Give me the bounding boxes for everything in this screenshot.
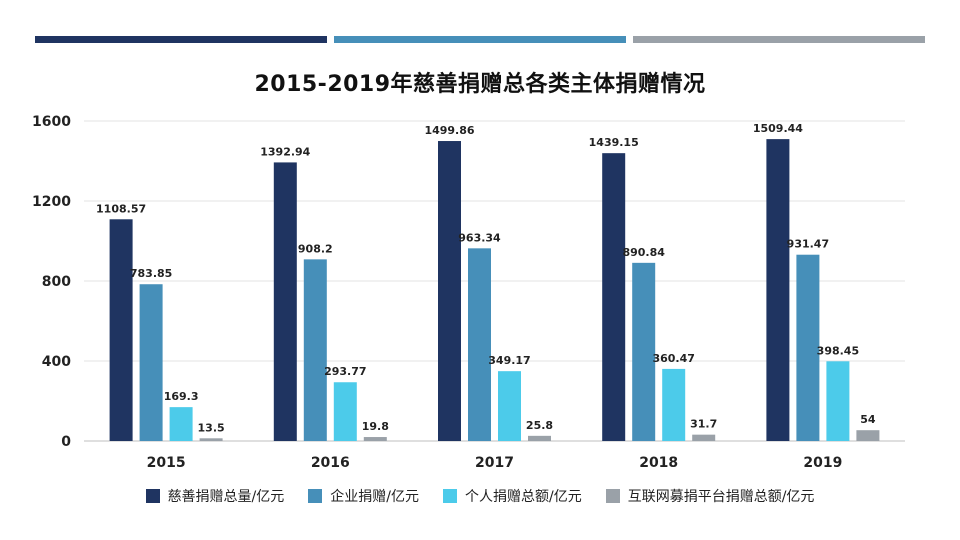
legend-item: 企业捐赠/亿元 [308, 486, 419, 506]
bar [303, 259, 327, 441]
chart-title: 2015-2019年慈善捐赠总各类主体捐赠情况 [254, 72, 706, 97]
bar [856, 430, 880, 441]
bar [169, 407, 193, 441]
decor-bar-blue [334, 36, 626, 43]
bar [528, 435, 551, 441]
data-label: 1499.86 [424, 124, 474, 137]
x-tick-label: 2016 [311, 455, 350, 471]
x-tick-label: 2019 [803, 455, 842, 471]
data-label: 890.84 [622, 246, 665, 259]
bar [199, 438, 223, 441]
bar [826, 361, 850, 441]
data-label: 31.7 [690, 418, 717, 431]
x-tick-label: 2017 [475, 455, 514, 471]
data-label: 1509.44 [753, 122, 803, 135]
bar [692, 434, 716, 441]
legend-label: 企业捐赠/亿元 [330, 489, 419, 505]
bar [796, 254, 820, 441]
x-tick-label: 2015 [147, 455, 186, 471]
bar [438, 141, 461, 441]
legend-swatch [145, 489, 160, 503]
data-label: 54 [860, 413, 876, 426]
data-label: 1108.57 [96, 202, 146, 215]
bar-chart: 0 400 800 1200 1600 1108.57 783.85 169.3 13.5 201… [32, 114, 905, 471]
data-label: 398.45 [817, 344, 859, 357]
data-label: 169.3 [164, 390, 199, 403]
data-label: 783.85 [130, 267, 172, 280]
bar [632, 262, 656, 441]
legend-swatch [605, 489, 620, 503]
x-tick-label: 2018 [639, 455, 678, 471]
decor-bar-gray [633, 36, 925, 43]
legend-item: 互联网募捐平台捐赠总额/亿元 [605, 486, 815, 506]
bar [662, 368, 686, 441]
data-label: 13.5 [198, 421, 225, 434]
data-label: 293.77 [324, 365, 366, 378]
bar [363, 437, 387, 441]
y-tick-label: 800 [42, 274, 71, 290]
bar [139, 284, 163, 441]
legend-label: 个人捐赠总额/亿元 [465, 489, 582, 505]
bar [109, 219, 133, 441]
bar [468, 248, 491, 441]
bar [498, 371, 521, 441]
y-tick-label: 0 [61, 434, 71, 450]
data-label: 25.8 [526, 419, 553, 432]
legend-swatch [443, 489, 457, 503]
data-label: 931.47 [787, 238, 829, 251]
bar [273, 162, 297, 442]
data-label: 1439.15 [589, 136, 639, 149]
decor-bar-navy [35, 36, 327, 43]
chart-legend: 慈善捐赠总量/亿元 企业捐赠/亿元 个人捐赠总额/亿元 互联网募捐平台捐赠总额/亿元 [0, 486, 960, 506]
legend-item: 慈善捐赠总量/亿元 [145, 486, 285, 506]
data-label: 963.34 [458, 231, 501, 244]
y-tick-label: 1200 [32, 194, 71, 210]
bar [766, 139, 790, 441]
bar [602, 153, 626, 442]
data-label: 908.2 [298, 242, 333, 255]
legend-label: 互联网募捐平台捐赠总额/亿元 [627, 489, 815, 505]
data-label: 360.47 [652, 352, 694, 365]
legend-label: 慈善捐赠总量/亿元 [167, 489, 285, 505]
legend-item: 个人捐赠总额/亿元 [443, 486, 582, 506]
y-tick-label: 400 [42, 354, 71, 370]
bar [333, 382, 357, 441]
legend-swatch [308, 489, 323, 503]
data-label: 349.17 [488, 354, 530, 367]
y-tick-label: 1600 [32, 114, 71, 130]
data-label: 19.8 [362, 420, 389, 433]
data-label: 1392.94 [260, 145, 310, 158]
